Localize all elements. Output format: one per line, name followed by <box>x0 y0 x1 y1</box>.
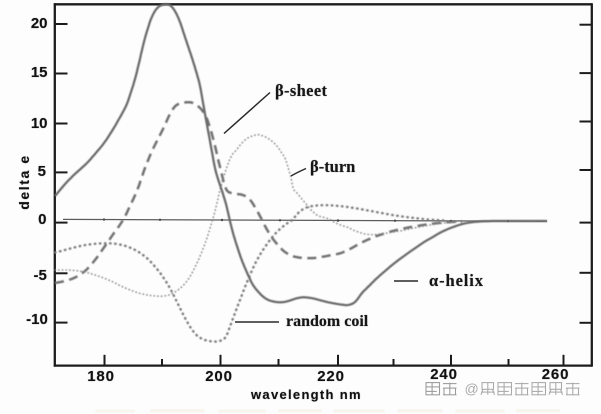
svg-text:@: @ <box>465 380 479 396</box>
